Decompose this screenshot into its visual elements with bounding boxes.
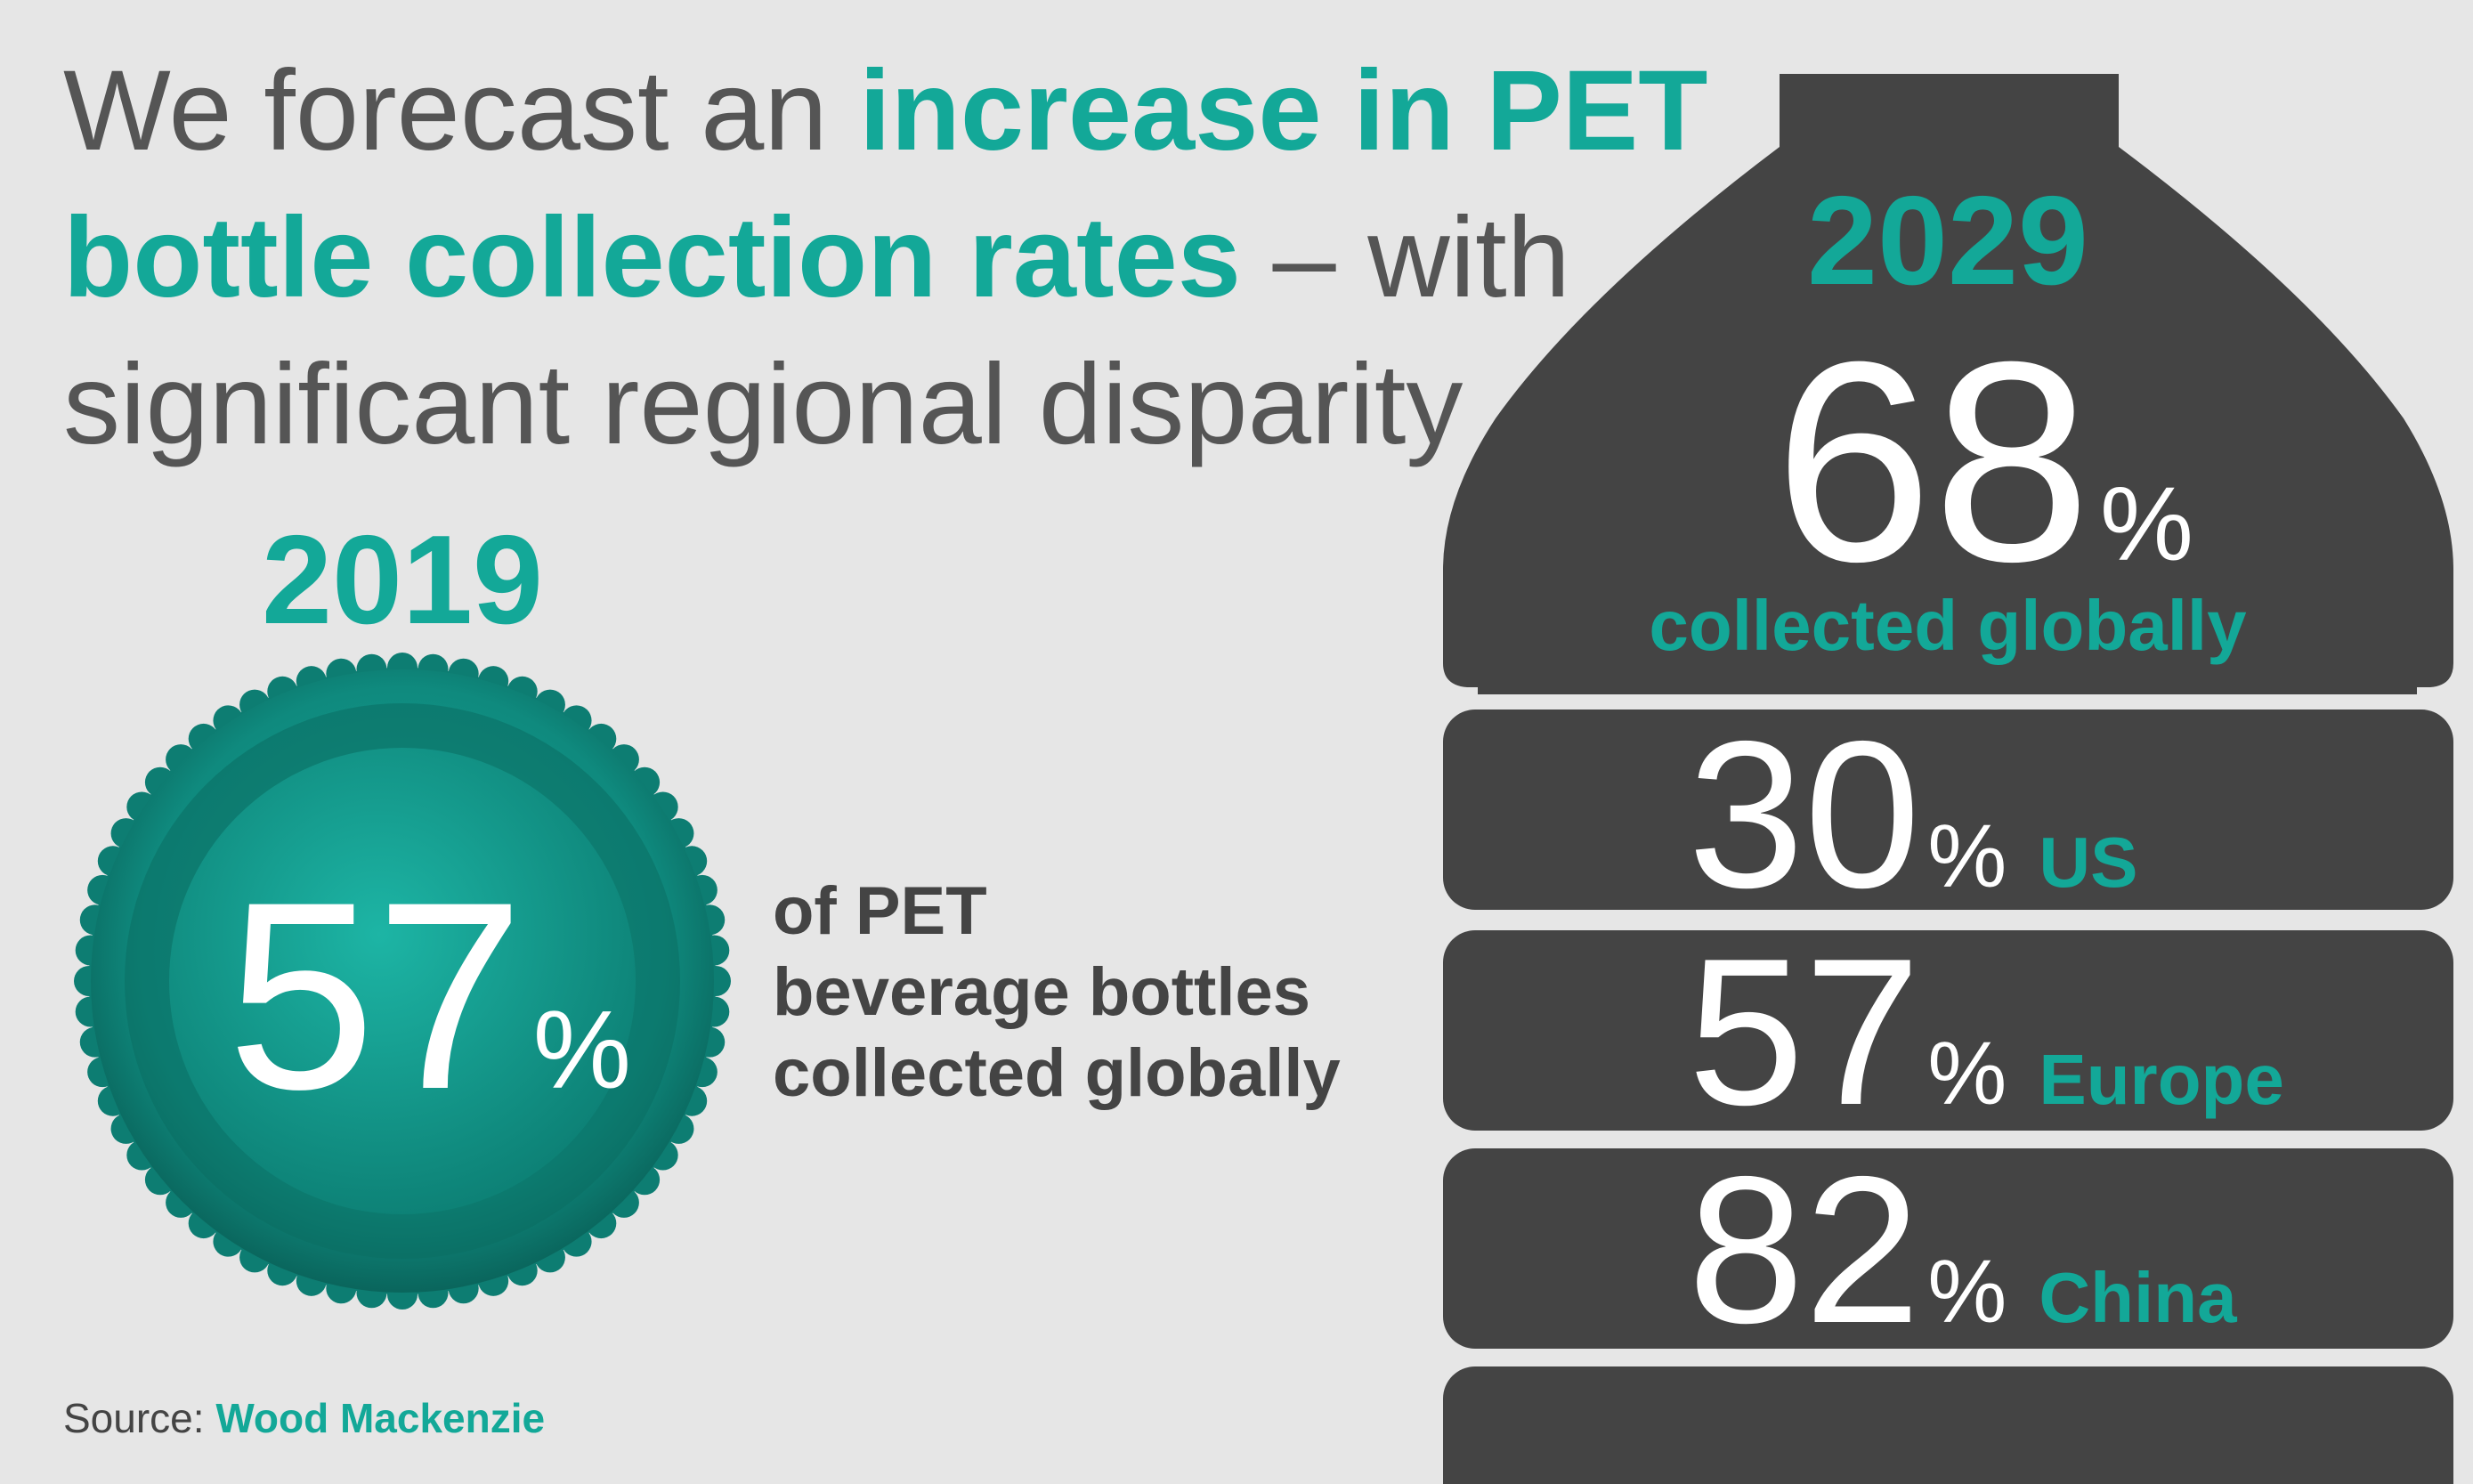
bottle-band xyxy=(1443,710,2453,910)
region-unit: % xyxy=(1927,1024,2007,1123)
region-number: 30 xyxy=(1688,697,1920,931)
region-name: China xyxy=(2039,1258,2237,1337)
caption-line: beverage bottles xyxy=(773,954,1310,1030)
global-label: collected globally xyxy=(1649,586,2247,665)
global-unit: % xyxy=(2100,466,2193,583)
regions: 30% US 57% Europe 82% China xyxy=(1688,697,2284,1366)
bottle-top xyxy=(1443,74,2453,694)
title: We forecast an increase in PET bottle col… xyxy=(63,47,1707,468)
cap-caption: of PET beverage bottles collected global… xyxy=(773,873,1341,1111)
global-value: 68% xyxy=(1774,302,2193,620)
global-number: 68 xyxy=(1774,302,2091,620)
title-segment: increase in PET xyxy=(859,47,1707,174)
region-unit: % xyxy=(1927,807,2007,906)
caption-line: of PET xyxy=(773,873,987,949)
region-name: US xyxy=(2039,823,2137,902)
cap-number: 57 xyxy=(227,846,524,1145)
region-name: Europe xyxy=(2039,1040,2284,1119)
title-segment: bottle collection rates xyxy=(63,194,1241,321)
cap-center xyxy=(169,748,636,1214)
region: 30% US xyxy=(1688,697,2137,931)
source-label: Source: xyxy=(63,1395,215,1441)
cap-year: 2019 xyxy=(262,509,543,651)
bottle-band xyxy=(1443,930,2453,1131)
title-segment: We forecast an xyxy=(63,47,859,174)
bottle-band xyxy=(1443,1366,2453,1484)
caption-line: collected globally xyxy=(773,1035,1341,1111)
bottle-band xyxy=(1443,1148,2453,1349)
region-number: 57 xyxy=(1688,914,1920,1148)
cap-unit: % xyxy=(533,989,631,1112)
region: 57% Europe xyxy=(1688,914,2284,1148)
source: Source: Wood Mackenzie xyxy=(63,1395,545,1441)
bottle xyxy=(1443,74,2453,1484)
region-unit: % xyxy=(1927,1242,2007,1342)
source-name: Wood Mackenzie xyxy=(215,1395,545,1441)
region-number: 82 xyxy=(1688,1132,1920,1366)
bottle-year: 2029 xyxy=(1807,170,2088,312)
cap-value: 57% xyxy=(227,846,631,1145)
title-segment: significant regional disparity xyxy=(63,341,1463,468)
title-segment: – with xyxy=(1241,194,1570,321)
region: 82% China xyxy=(1688,1132,2237,1366)
